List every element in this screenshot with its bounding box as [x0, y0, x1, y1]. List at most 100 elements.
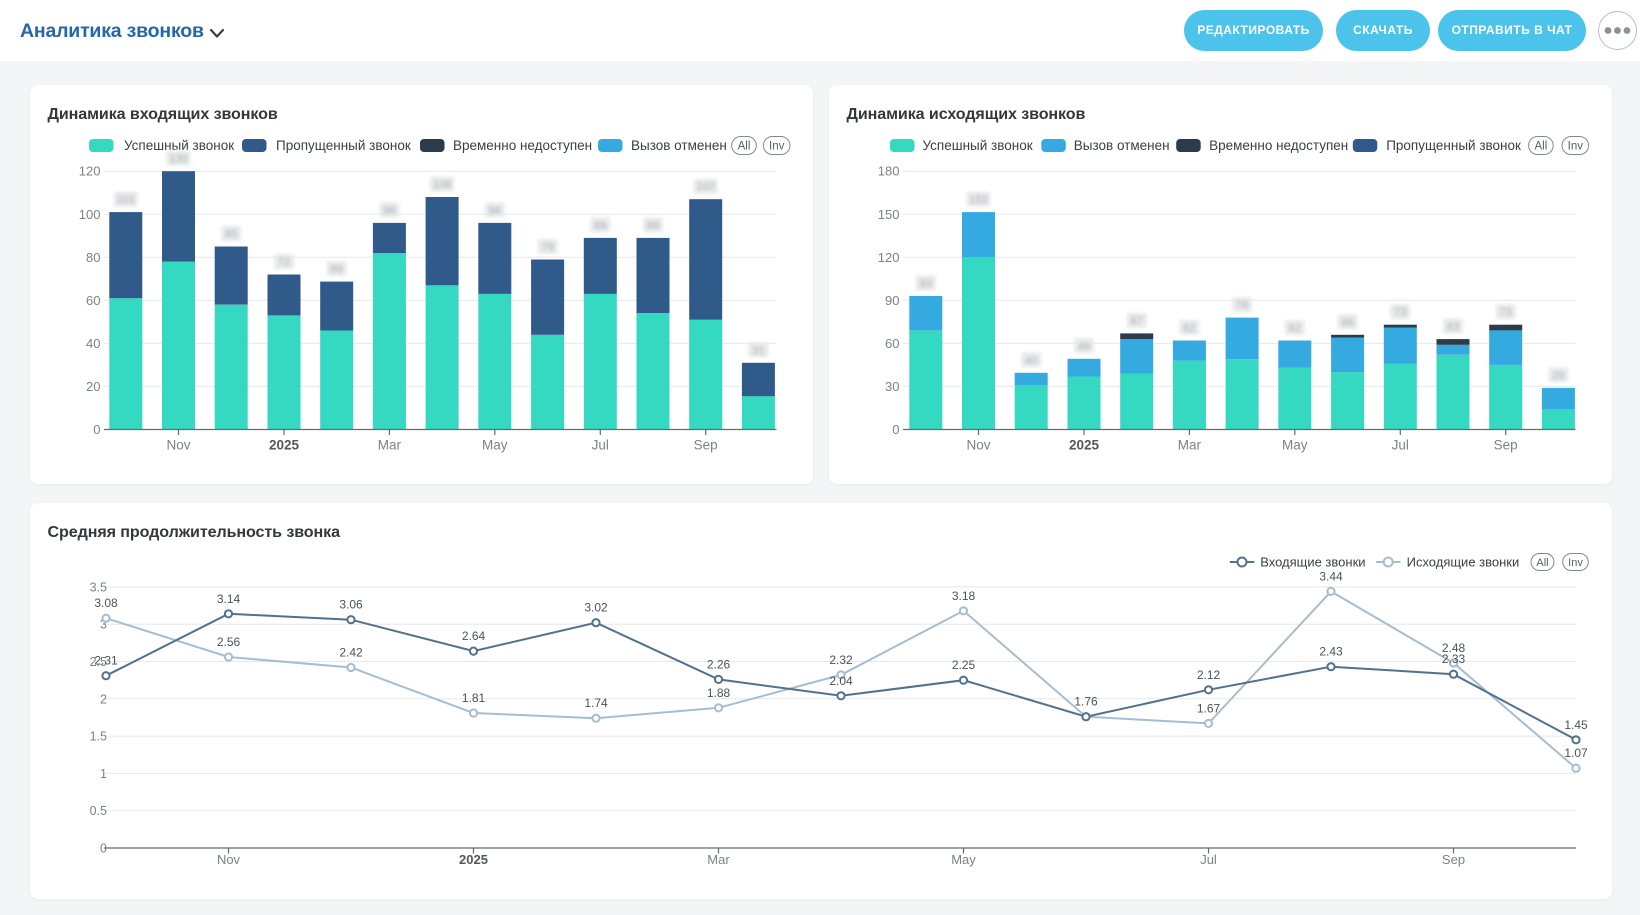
svg-text:Временно недоступен: Временно недоступен	[1209, 138, 1348, 153]
svg-text:Nov: Nov	[217, 852, 241, 867]
svg-text:2.42: 2.42	[339, 646, 363, 660]
svg-text:Inv: Inv	[1568, 557, 1583, 569]
svg-text:1.74: 1.74	[584, 696, 608, 710]
svg-text:0.5: 0.5	[90, 804, 107, 818]
svg-text:Успешный звонок: Успешный звонок	[124, 138, 234, 153]
svg-text:69: 69	[331, 264, 343, 276]
svg-text:85: 85	[225, 229, 237, 241]
svg-text:3.44: 3.44	[1319, 569, 1343, 583]
svg-text:Sep: Sep	[694, 438, 718, 453]
svg-text:2.43: 2.43	[1319, 645, 1343, 659]
svg-text:Пропущенный звонок: Пропущенный звонок	[276, 138, 411, 153]
svg-text:Inv: Inv	[1568, 141, 1584, 153]
svg-text:62: 62	[1289, 323, 1301, 335]
svg-text:120: 120	[79, 164, 101, 179]
svg-text:Успешный звонок: Успешный звонок	[923, 138, 1033, 153]
svg-text:31: 31	[752, 345, 764, 357]
svg-text:63: 63	[1447, 321, 1459, 333]
svg-text:78: 78	[1236, 300, 1248, 312]
svg-text:40: 40	[1025, 355, 1037, 367]
svg-text:101: 101	[117, 194, 135, 206]
svg-text:Jul: Jul	[1200, 852, 1217, 867]
svg-text:3.08: 3.08	[94, 596, 118, 610]
svg-text:Mar: Mar	[378, 438, 402, 453]
svg-text:100: 100	[79, 207, 101, 222]
svg-text:2.26: 2.26	[707, 657, 731, 671]
svg-text:3.02: 3.02	[584, 601, 608, 615]
svg-text:0: 0	[93, 422, 100, 437]
svg-text:Jul: Jul	[592, 438, 609, 453]
svg-text:Mar: Mar	[1178, 438, 1202, 453]
svg-text:2.32: 2.32	[829, 653, 853, 667]
svg-text:89: 89	[594, 220, 606, 232]
svg-text:All: All	[1535, 141, 1548, 153]
svg-text:2.04: 2.04	[829, 674, 853, 688]
svg-text:3.14: 3.14	[217, 592, 241, 606]
svg-text:108: 108	[433, 179, 451, 191]
svg-text:2.33: 2.33	[1442, 652, 1466, 666]
svg-text:3.5: 3.5	[90, 580, 107, 594]
svg-text:Nov: Nov	[966, 438, 990, 453]
svg-text:90: 90	[885, 293, 899, 308]
svg-text:3: 3	[100, 618, 107, 632]
svg-text:2.31: 2.31	[94, 654, 118, 668]
svg-text:2: 2	[100, 692, 107, 706]
svg-text:96: 96	[489, 205, 501, 217]
svg-text:1.45: 1.45	[1564, 718, 1588, 732]
svg-text:2.12: 2.12	[1197, 668, 1221, 682]
svg-text:2.56: 2.56	[217, 635, 241, 649]
svg-text:2.64: 2.64	[462, 629, 486, 643]
svg-text:20: 20	[86, 379, 100, 394]
svg-text:79: 79	[541, 242, 553, 254]
svg-text:1.67: 1.67	[1197, 701, 1221, 715]
svg-text:0: 0	[892, 422, 899, 437]
svg-text:May: May	[482, 438, 508, 453]
svg-text:All: All	[738, 141, 751, 153]
svg-text:Sep: Sep	[1442, 852, 1465, 867]
svg-text:30: 30	[885, 379, 899, 394]
svg-text:89: 89	[647, 220, 659, 232]
svg-text:3.06: 3.06	[339, 598, 363, 612]
svg-text:150: 150	[878, 207, 900, 222]
svg-text:1.76: 1.76	[1074, 695, 1098, 709]
svg-text:Вызов отменен: Вызов отменен	[631, 138, 727, 153]
svg-text:73: 73	[1500, 307, 1512, 319]
svg-text:3.18: 3.18	[952, 589, 976, 603]
svg-text:Inv: Inv	[769, 141, 785, 153]
svg-text:1.5: 1.5	[90, 730, 107, 744]
svg-text:107: 107	[697, 181, 715, 193]
svg-text:1: 1	[100, 767, 107, 781]
svg-text:49: 49	[1078, 341, 1090, 353]
svg-text:0: 0	[100, 842, 107, 856]
svg-text:29: 29	[1552, 370, 1564, 382]
svg-text:Nov: Nov	[166, 438, 190, 453]
svg-text:2025: 2025	[1069, 438, 1100, 453]
svg-text:Mar: Mar	[707, 852, 730, 867]
svg-text:May: May	[1282, 438, 1308, 453]
svg-text:2.48: 2.48	[1442, 641, 1466, 655]
svg-text:2.5: 2.5	[90, 655, 107, 669]
svg-text:Входящие звонки: Входящие звонки	[1260, 555, 1365, 570]
svg-text:Вызов отменен: Вызов отменен	[1074, 138, 1170, 153]
svg-text:2025: 2025	[459, 852, 488, 867]
svg-text:130: 130	[169, 153, 187, 165]
svg-text:1.88: 1.88	[707, 686, 731, 700]
svg-text:1.07: 1.07	[1564, 746, 1588, 760]
svg-text:60: 60	[885, 336, 899, 351]
svg-text:Пропущенный звонок: Пропущенный звонок	[1386, 138, 1521, 153]
svg-text:120: 120	[878, 250, 900, 265]
svg-text:62: 62	[1183, 323, 1195, 335]
svg-text:66: 66	[1341, 317, 1353, 329]
svg-text:Sep: Sep	[1494, 438, 1518, 453]
svg-text:93: 93	[920, 278, 932, 290]
svg-text:180: 180	[878, 164, 900, 179]
svg-text:40: 40	[86, 336, 100, 351]
svg-text:73: 73	[1394, 307, 1406, 319]
svg-text:72: 72	[278, 257, 290, 269]
svg-text:96: 96	[383, 205, 395, 217]
svg-text:80: 80	[86, 250, 100, 265]
svg-text:Временно недоступен: Временно недоступен	[453, 138, 592, 153]
svg-text:1.81: 1.81	[462, 691, 486, 705]
svg-text:Исходящие звонки: Исходящие звонки	[1407, 555, 1520, 570]
svg-text:67: 67	[1131, 315, 1143, 327]
